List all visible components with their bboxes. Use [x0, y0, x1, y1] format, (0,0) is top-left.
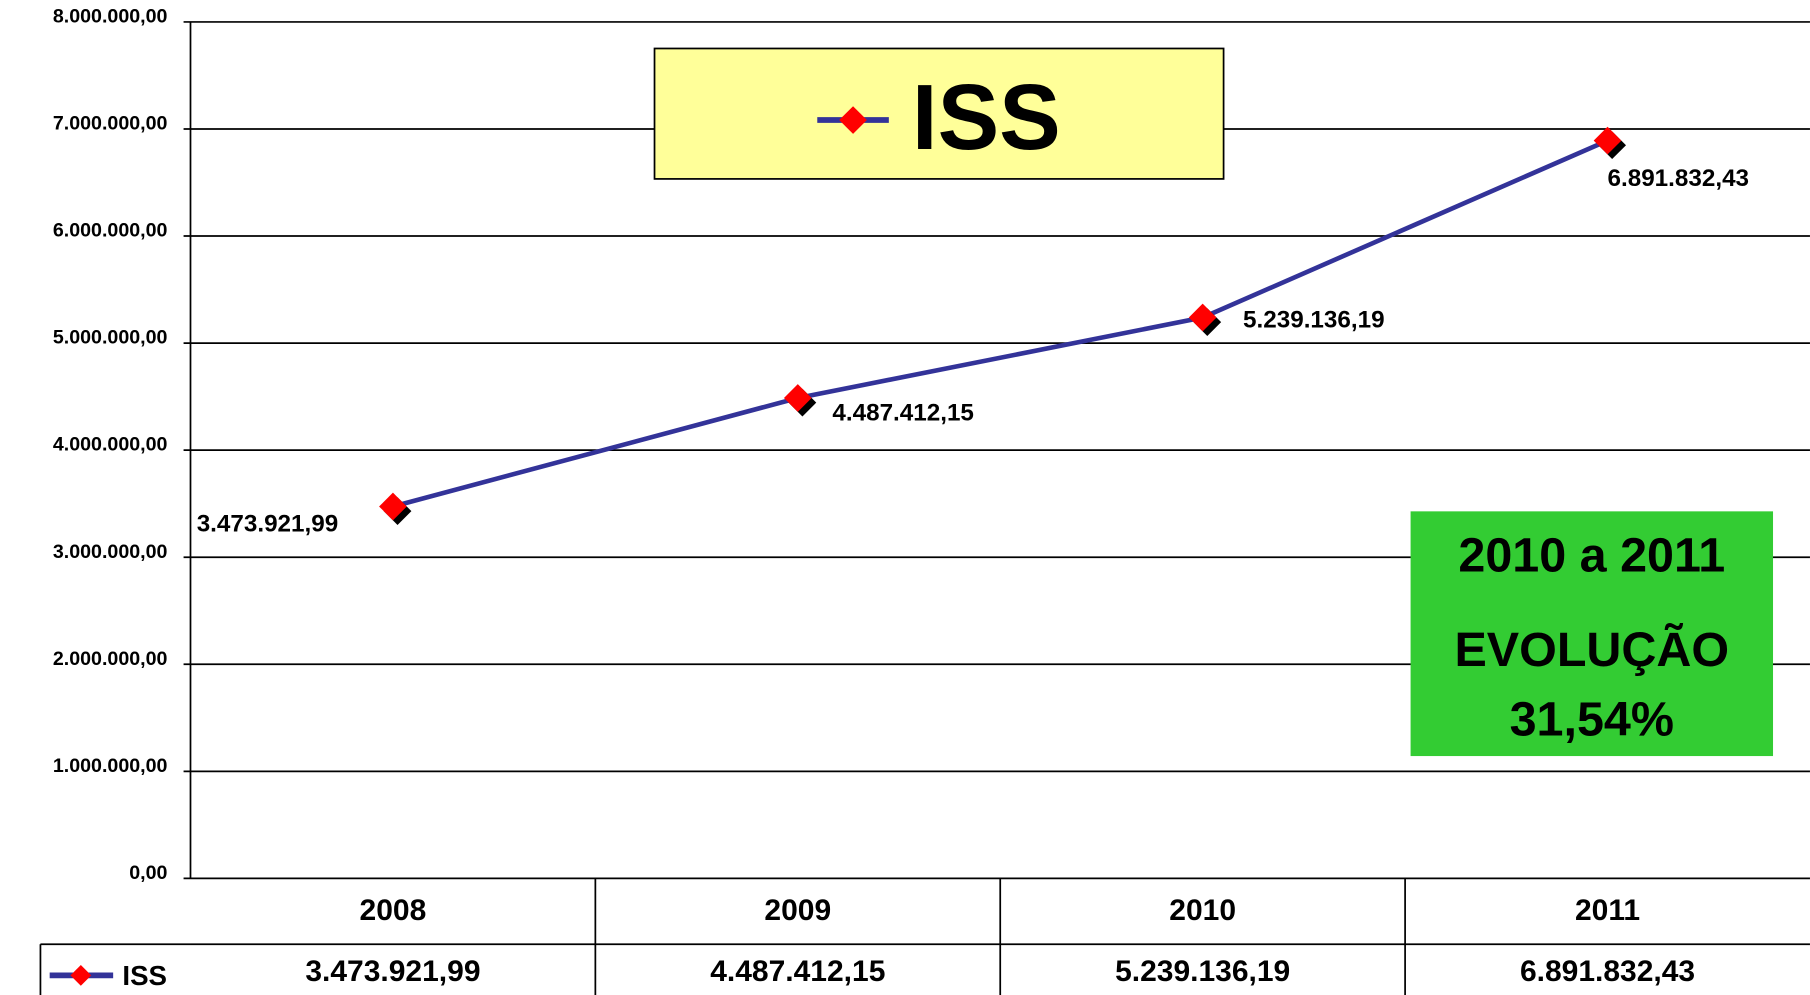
- legend-marker: [839, 106, 867, 134]
- y-tick-label: 0,00: [129, 862, 167, 884]
- data-label: 4.487.412,15: [832, 400, 974, 427]
- annotation-text: 2010 a 2011: [1458, 528, 1725, 582]
- table-value: 3.473.921,99: [305, 955, 480, 988]
- data-label: 6.891.832,43: [1608, 165, 1750, 192]
- annotation-text: EVOLUÇÃO: [1454, 622, 1729, 677]
- data-label: 5.239.136,19: [1243, 306, 1385, 333]
- annotation-text: 31,54%: [1510, 692, 1674, 746]
- table-value: 5.239.136,19: [1115, 955, 1290, 988]
- marker: [783, 384, 812, 412]
- x-tick-label: 2009: [764, 894, 831, 927]
- y-tick-label: 1.000.000,00: [53, 755, 168, 777]
- x-tick-label: 2011: [1575, 894, 1640, 927]
- legend-label: ISS: [122, 960, 167, 991]
- marker: [379, 492, 407, 521]
- table-value: 4.487.412,15: [710, 955, 885, 988]
- x-tick-label: 2010: [1169, 894, 1236, 927]
- table-value: 6.891.832,43: [1520, 955, 1695, 988]
- legend-box: [653, 47, 1225, 180]
- legend-marker: [70, 964, 92, 986]
- y-tick-label: 5.000.000,00: [53, 327, 168, 349]
- annotation-box: [1410, 511, 1774, 757]
- x-tick-label: 2008: [360, 894, 427, 927]
- marker: [1188, 303, 1217, 332]
- series-line: [392, 138, 1609, 509]
- y-tick-label: 6.000.000,00: [53, 220, 168, 242]
- legend-label: ISS: [912, 65, 1061, 169]
- y-tick-label: 4.000.000,00: [53, 434, 168, 456]
- y-tick-label: 2.000.000,00: [53, 648, 168, 670]
- y-tick-label: 3.000.000,00: [53, 541, 168, 563]
- y-tick-label: 7.000.000,00: [53, 113, 168, 135]
- y-tick-label: 8.000.000,00: [53, 6, 168, 28]
- data-label: 3.473.921,99: [197, 510, 339, 537]
